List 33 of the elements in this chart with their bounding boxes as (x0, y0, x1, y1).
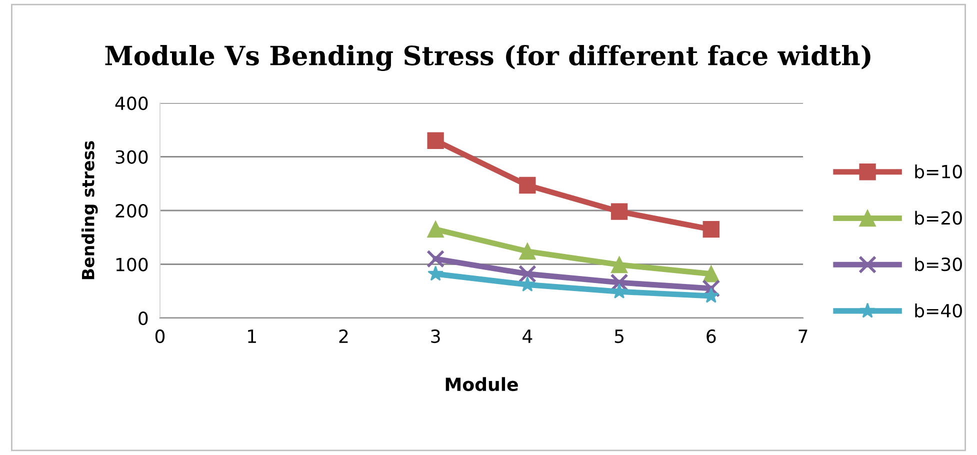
y-tick-label: 100 (116, 258, 148, 272)
chart-title: Module Vs Bending Stress (for different face width) (105, 45, 870, 71)
x-tick-label: 2 (339, 329, 348, 343)
legend-label: b=30 (915, 257, 962, 272)
legend-label: b=10 (915, 164, 962, 178)
point (518, 264, 536, 283)
point (610, 256, 628, 274)
y-tick-label: 300 (116, 150, 148, 164)
x-tick-label: 6 (706, 329, 716, 344)
x-tick-label: 7 (798, 330, 808, 343)
y-axis-title: Bending stress (82, 141, 98, 280)
point (519, 176, 536, 194)
y-tick-label: 400 (115, 96, 148, 110)
legend-label: b=20 (915, 210, 962, 225)
point (702, 279, 720, 298)
x-axis-title: Module (446, 377, 518, 392)
point (426, 250, 445, 268)
point (519, 243, 536, 260)
point (610, 203, 628, 220)
x-tick-label: 5 (614, 330, 624, 344)
point (428, 266, 444, 281)
point (702, 220, 720, 238)
point (427, 132, 444, 149)
x-tick-label: 1 (248, 330, 256, 343)
x-tick-label: 3 (431, 329, 440, 344)
x-tick-label: 4 (522, 330, 532, 343)
point (703, 288, 720, 303)
point (702, 266, 720, 282)
x-tick-label: 0 (155, 329, 165, 344)
point (427, 220, 444, 238)
y-tick-label: 0 (138, 311, 148, 326)
legend-label: b=40 (915, 304, 962, 318)
y-tick-label: 200 (116, 204, 148, 218)
